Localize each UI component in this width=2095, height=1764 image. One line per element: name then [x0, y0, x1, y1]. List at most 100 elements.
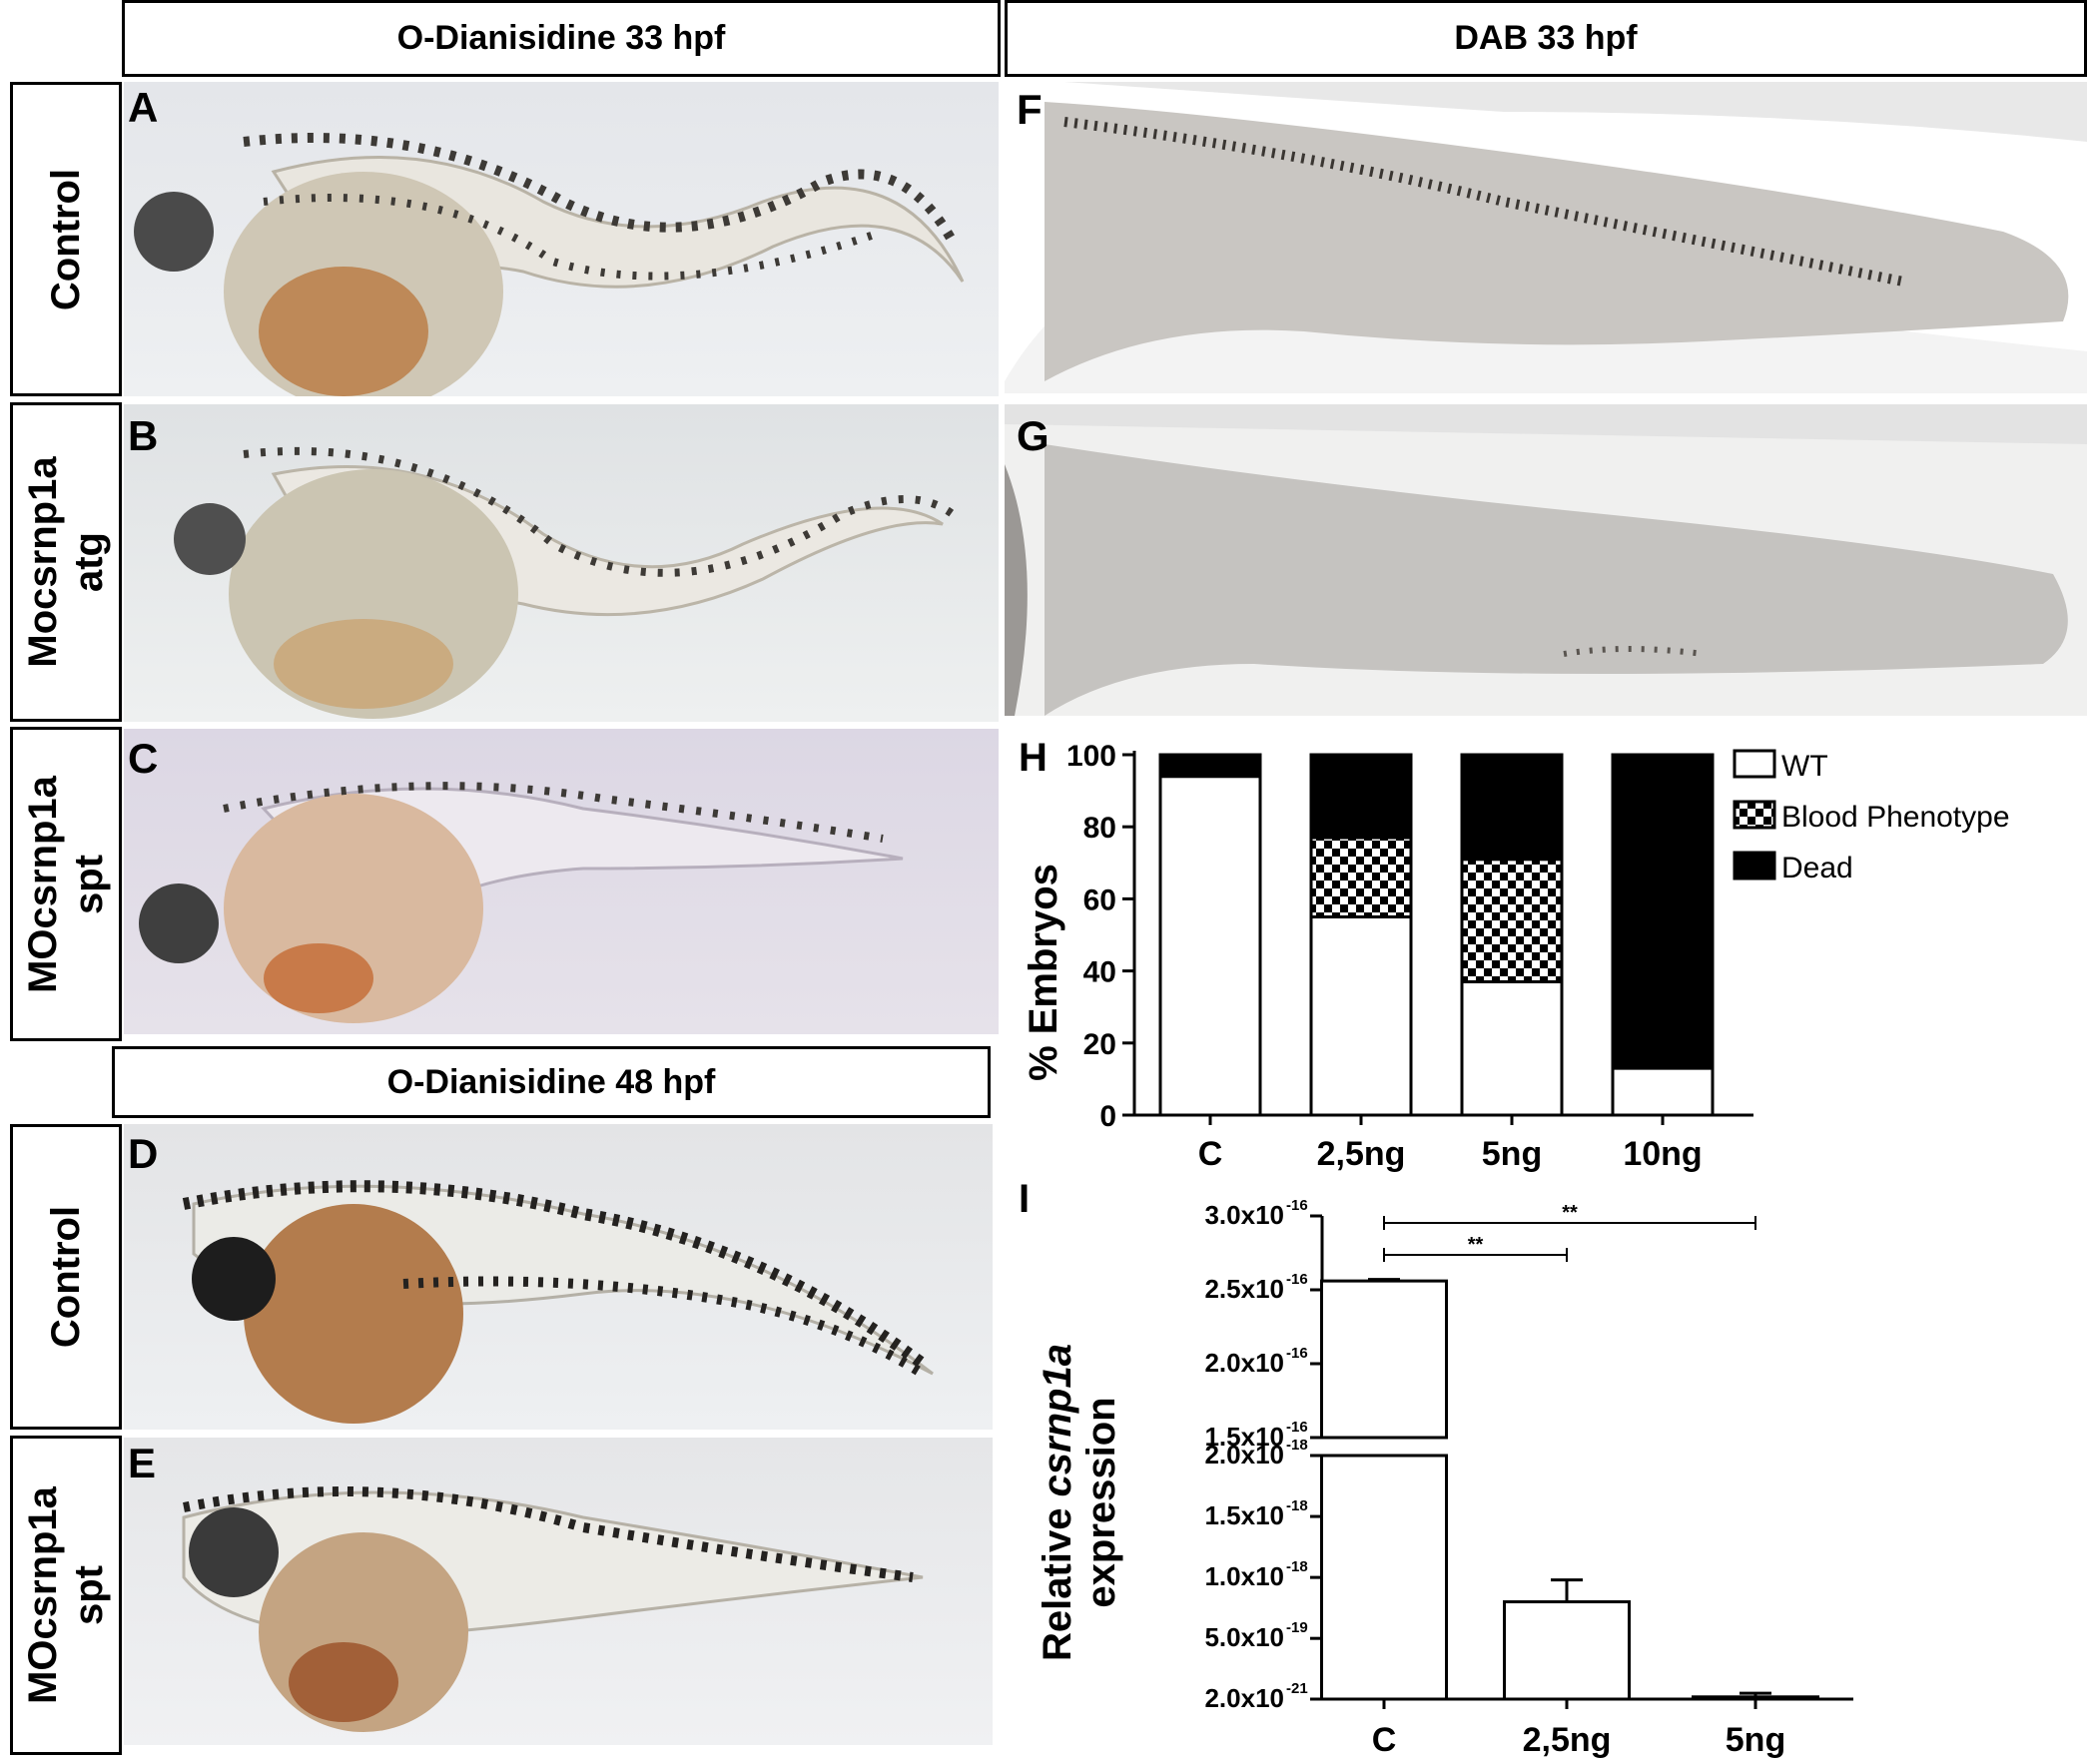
row-label-e: MOcsrnp1a spt [10, 1436, 122, 1755]
chart-i-ytick-label: 2.0x10 [1204, 1440, 1284, 1470]
panel-letter-g: G [1017, 412, 1049, 459]
chart-i-ytick-exponent: -18 [1286, 1497, 1308, 1514]
chart-h-bar-segment [1611, 753, 1715, 1070]
panel-e-photo: E [124, 1438, 993, 1745]
zebrafish-embryo-image-d [182, 1180, 934, 1424]
row-label-d: Control [10, 1124, 122, 1430]
panel-letter-h: H [1019, 736, 1048, 780]
panel-a-photo: A [124, 82, 999, 396]
zebrafish-embryo-image-c [139, 782, 904, 1023]
legend-label: Dead [1781, 852, 1853, 884]
chart-h-ylabel: % Embryos [1022, 864, 1065, 1081]
row-label-d-text: Control [44, 1205, 88, 1349]
panel-f-photo: F [1005, 82, 2087, 393]
chart-i-ytick-label: 1.0x10 [1204, 1561, 1284, 1591]
header-o-dianisidine-33-label: O-Dianisidine 33 hpf [396, 19, 726, 57]
chart-i-bar [1692, 1695, 1819, 1701]
chart-i-bar [1320, 1454, 1448, 1701]
chart-i-xtick-label: C [1372, 1721, 1397, 1759]
row-label-b-line1: Mocsrnp1a [21, 456, 65, 668]
panel-letter-c: C [128, 735, 159, 782]
chart-i-ytick-exponent: -16 [1286, 1419, 1308, 1436]
chart-i-ylabel-line2: expression [1079, 1397, 1123, 1607]
row-label-e-line1: MOcsrnp1a [21, 1486, 65, 1704]
zebrafish-embryo-image-e [182, 1486, 924, 1732]
chart-i-ylabel: Relative csrnp1a [1036, 1344, 1079, 1661]
chart-h-ytick-label: 0 [1099, 1100, 1116, 1133]
chart-h-xtick-label: C [1198, 1135, 1223, 1173]
row-label-a: Control [10, 82, 122, 396]
panel-letter-a: A [128, 84, 159, 131]
chart-h-bar-segment [1158, 775, 1262, 1117]
panel-letter-b: B [128, 412, 159, 459]
dab-tail-image-g [1005, 404, 2087, 716]
chart-h-ytick-label: 40 [1083, 956, 1116, 989]
chart-h-ytick-label: 20 [1083, 1028, 1116, 1061]
chart-i-ytick-label: 3.0x10 [1204, 1200, 1284, 1230]
chart-i-xtick-label: 5ng [1726, 1721, 1785, 1759]
chart-h-bar-segment [1460, 753, 1564, 862]
header-o-dianisidine-48-label: O-Dianisidine 48 hpf [386, 1062, 716, 1101]
chart-h-ytick-label: 60 [1083, 883, 1116, 916]
chart-h-xtick-label: 2,5ng [1317, 1135, 1406, 1173]
row-label-c: MOcsrnp1a spt [10, 727, 122, 1041]
zebrafish-embryo-image-b [174, 446, 956, 719]
chart-i-ytick-label: 2.0x10 [1204, 1348, 1284, 1378]
chart-i-ytick-exponent: -18 [1286, 1558, 1308, 1575]
chart-i-ytick-exponent: -21 [1286, 1680, 1308, 1697]
chart-h-embryo-phenotypes: H % Embryos 0 20 40 60 80 100 C 2,5ng 5ng 10ng WT… [1019, 736, 2010, 1173]
chart-h-xtick-label: 5ng [1482, 1135, 1542, 1173]
chart-i-axis-break [1317, 1440, 1451, 1454]
dab-tail-image-f [1005, 82, 2087, 393]
chart-i-ytick-exponent: -18 [1286, 1437, 1308, 1454]
row-label-b-line2: atg [67, 532, 111, 593]
significance-label: ** [1468, 1234, 1484, 1256]
chart-i-ylabel-italic: csrnp1a [1036, 1344, 1079, 1496]
chart-i-ytick-exponent: -16 [1286, 1197, 1308, 1214]
panel-d-photo: D [124, 1124, 993, 1430]
panel-letter-f: F [1017, 86, 1043, 133]
chart-i-bar [1503, 1600, 1631, 1701]
chart-h-bar-segment [1309, 836, 1413, 918]
row-label-c-line1: MOcsrnp1a [21, 775, 65, 993]
header-o-dianisidine-33: O-Dianisidine 33 hpf [122, 0, 1001, 77]
panel-letter-i: I [1019, 1178, 1030, 1221]
zebrafish-embryo-image-a [134, 133, 965, 396]
chart-i-ytick-label: 5.0x10 [1204, 1622, 1284, 1652]
legend-swatch [1733, 851, 1776, 881]
legend-label: Blood Phenotype [1781, 801, 2010, 834]
chart-i-ytick-label: 1.5x10 [1204, 1500, 1284, 1530]
chart-h-bar-segment [1611, 1066, 1715, 1117]
significance-label: ** [1562, 1202, 1578, 1224]
chart-i-ytick-label: 2.0x10 [1204, 1683, 1284, 1713]
chart-i-ytick-exponent: -16 [1286, 1345, 1308, 1362]
chart-i-xtick-label: 2,5ng [1523, 1721, 1612, 1759]
header-dab-33-label: DAB 33 hpf [1454, 19, 1638, 57]
row-label-b: Mocsrnp1a atg [10, 402, 122, 722]
chart-h-ytick-label: 100 [1066, 740, 1116, 773]
chart-i-csrnp1a-expression: I Relative csrnp1a expression 1.5x10 -162… [1019, 1178, 1853, 1759]
chart-i-ytick-exponent: -19 [1286, 1619, 1308, 1636]
chart-h-ytick-label: 80 [1083, 812, 1116, 845]
chart-i-ylabel-prefix: Relative [1036, 1496, 1079, 1661]
header-dab-33: DAB 33 hpf [1005, 0, 2087, 77]
chart-i-ytick-label: 1.5x10 [1204, 1422, 1284, 1452]
panel-letter-e: E [128, 1440, 157, 1486]
legend-label: WT [1781, 750, 1828, 783]
chart-h-bar-segment [1309, 753, 1413, 840]
row-label-c-line2: spt [67, 854, 111, 914]
chart-h-bar-segment [1309, 914, 1413, 1117]
chart-h-bar-segment [1460, 858, 1564, 983]
chart-h-xtick-label: 10ng [1623, 1135, 1702, 1173]
header-o-dianisidine-48: O-Dianisidine 48 hpf [112, 1046, 991, 1118]
chart-i-ytick-label: 2.5x10 [1204, 1274, 1284, 1304]
chart-i-bar [1320, 1279, 1448, 1440]
legend-swatch [1733, 800, 1776, 830]
legend-swatch [1733, 749, 1776, 779]
panel-c-photo: C [124, 729, 999, 1034]
chart-h-bar-segment [1158, 753, 1262, 779]
panel-b-photo: B [124, 404, 999, 722]
panel-g-photo: G [1005, 404, 2087, 716]
row-label-e-line2: spt [67, 1565, 111, 1626]
chart-h-bar-segment [1460, 979, 1564, 1117]
